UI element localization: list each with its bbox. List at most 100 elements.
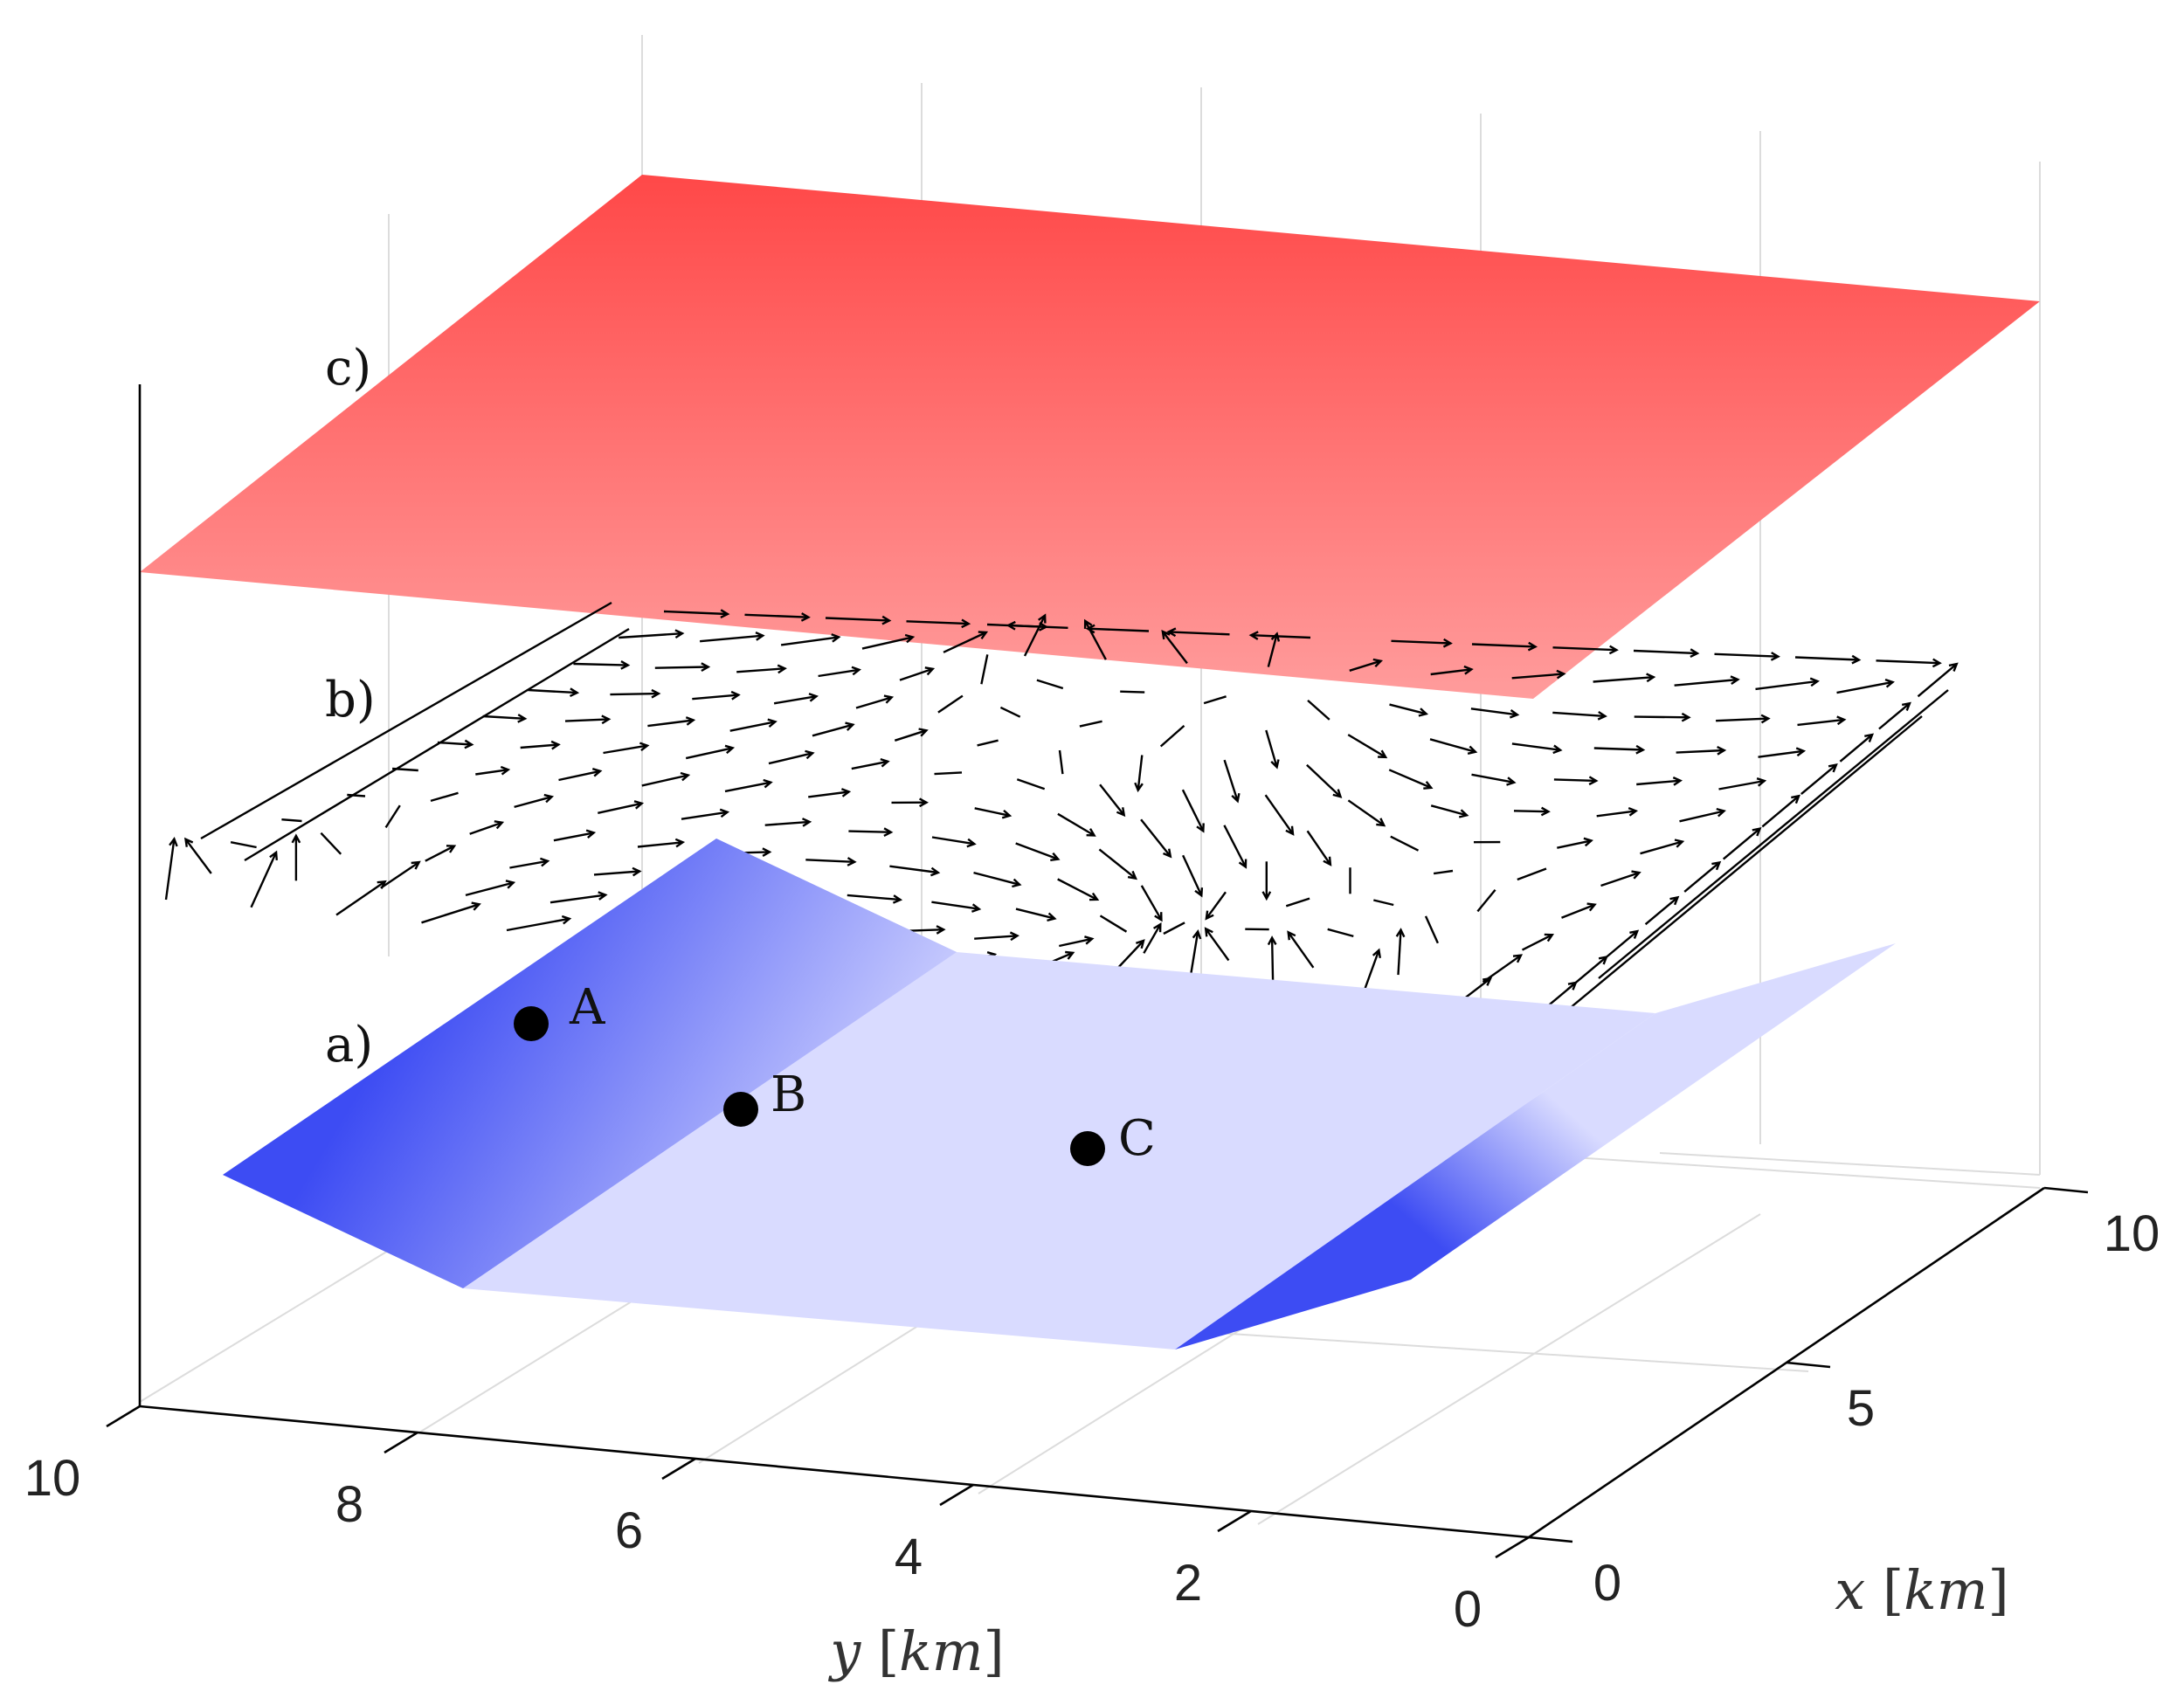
quiver-arrowhead-149 xyxy=(883,694,895,704)
quiver-arrowhead-106 xyxy=(1540,806,1551,817)
point-a-marker xyxy=(514,1006,549,1041)
quiver-arrowhead-66 xyxy=(494,820,505,830)
quiver-arrowhead-44 xyxy=(892,894,903,904)
quiver-arrowhead-176 xyxy=(1556,669,1566,680)
quiver-arrowhead-124 xyxy=(1506,777,1517,786)
layer-label-a: a) xyxy=(325,1017,373,1073)
quiver-arrowhead-182 xyxy=(1038,613,1047,624)
quiver-arrowhead-21 xyxy=(1287,930,1296,941)
quiver-arrow-137 xyxy=(1758,749,1804,758)
quiver-arrow-159 xyxy=(1389,703,1427,715)
quiver-arrowhead-97 xyxy=(840,788,852,797)
quiver-arrow-194 xyxy=(1391,639,1451,645)
quiver-arrow-35 xyxy=(1521,934,1553,951)
quiver-arrow-143 xyxy=(1265,729,1278,768)
quiver-arrowhead-190 xyxy=(1851,654,1862,665)
quiver-arrowhead-186 xyxy=(755,632,765,641)
y-axis-label: y [km] xyxy=(827,1619,1005,1683)
quiver-arrowhead-103 xyxy=(1791,794,1800,804)
quiver-arrow-165 xyxy=(899,667,934,681)
quiver-arrow-46 xyxy=(593,870,640,876)
quiver-arrow-145 xyxy=(1079,720,1102,728)
quiver-arrow-200 xyxy=(906,620,969,625)
quiver-arrowhead-128 xyxy=(1134,782,1144,793)
quiver-arrow-183 xyxy=(861,636,914,650)
quiver-edge-flow-3 xyxy=(1598,689,1949,979)
y-tick-label-8: 8 xyxy=(335,1476,363,1533)
quiver-arrow-102 xyxy=(1761,795,1800,828)
quiver-arrow-61 xyxy=(805,859,855,863)
quiver-arrow-96 xyxy=(808,790,849,798)
quiver-arrowhead-48 xyxy=(540,857,550,867)
quiver-arrow-64 xyxy=(553,832,594,842)
quiver-arrow-156 xyxy=(1634,715,1690,719)
quiver-arrow-51 xyxy=(1644,896,1679,926)
quiver-arrow-177 xyxy=(1349,659,1381,672)
quiver-arrow-161 xyxy=(1203,695,1227,705)
quiver-arrow-81 xyxy=(598,802,642,814)
quiver-arrowhead-65 xyxy=(585,829,597,839)
quiver-arrow-191 xyxy=(1633,649,1697,655)
quiver-arrowhead-13 xyxy=(561,915,572,925)
quiver-arrow-136 xyxy=(1839,734,1873,763)
quiver-arrowhead-110 xyxy=(1196,823,1205,833)
quiver-arrowhead-158 xyxy=(1597,710,1607,721)
quiver-arrowhead-140 xyxy=(1635,744,1646,755)
quiver-arrow-122 xyxy=(1553,778,1597,783)
quiver-arrowhead-139 xyxy=(1717,746,1727,756)
quiver-arrowhead-122 xyxy=(1672,777,1683,786)
quiver-arrow-89 xyxy=(1390,835,1420,852)
quiver-arrow-179 xyxy=(1161,631,1188,665)
quiver-arrow-76 xyxy=(1015,842,1059,860)
quiver-arrowhead-77 xyxy=(1050,852,1061,861)
surface-c xyxy=(140,175,2040,699)
quiver-arrow-127 xyxy=(1137,755,1144,790)
quiver-arrow-12 xyxy=(506,917,570,932)
quiver-arrow-155 xyxy=(1716,717,1769,722)
quiver-arrowhead-52 xyxy=(1669,895,1680,906)
quiver-arrowhead-105 xyxy=(1628,806,1639,817)
quiver-arrowhead-121 xyxy=(1756,777,1767,787)
quiver-arrow-56 xyxy=(1205,891,1227,920)
quiver-arrow-20 xyxy=(1287,931,1315,969)
quiver-arrowhead-36 xyxy=(1544,933,1555,942)
x-axis-ticks xyxy=(1528,1186,2089,1543)
quiver-arrow-52 xyxy=(1561,903,1595,919)
quiver-arrow-164 xyxy=(980,654,989,685)
layer-label-b: b) xyxy=(325,672,376,728)
quiver-arrow-178 xyxy=(1267,633,1278,667)
quiver-arrowhead-17 xyxy=(169,837,178,847)
quiver-arrow-169 xyxy=(573,662,628,666)
quiver-arrowhead-168 xyxy=(777,664,787,674)
quiver-arrow-125 xyxy=(1306,763,1342,798)
quiver-arrowhead-58 xyxy=(1154,912,1163,922)
quiver-arrowhead-91 xyxy=(1323,856,1332,866)
quiver-arrowhead-79 xyxy=(883,827,894,837)
quiver-arrowhead-18 xyxy=(1598,956,1608,965)
quiver-arrow-173 xyxy=(1674,678,1738,687)
quiver-arrowhead-35 xyxy=(1629,929,1640,939)
quiver-arrowhead-61 xyxy=(930,866,941,877)
quiver-arrow-79 xyxy=(764,820,810,826)
y-tick-label-10: 10 xyxy=(24,1450,81,1507)
quiver-arrow-41 xyxy=(1015,908,1055,920)
quiver-arrow-176 xyxy=(1430,668,1472,676)
quiver-arrow-99 xyxy=(558,770,601,782)
quiver-arrow-138 xyxy=(1676,749,1724,754)
y-tick-label-0: 0 xyxy=(1454,1581,1482,1638)
quiver-arrow-109 xyxy=(1181,789,1205,832)
quiver-arrowhead-197 xyxy=(1166,627,1177,638)
quiver-arrow-34 xyxy=(1606,930,1638,958)
quiver-arrow-148 xyxy=(855,696,893,709)
vector-field-b xyxy=(164,601,1959,1023)
quiver-arrow-92 xyxy=(1140,818,1171,858)
quiver-arrow-170 xyxy=(1917,663,1958,698)
quiver-arrow-150 xyxy=(692,694,739,701)
quiver-arrow-158 xyxy=(1470,708,1517,716)
quiver-arrow-129 xyxy=(977,739,999,747)
quiver-arrowhead-7 xyxy=(1065,950,1075,960)
quiver-arrowhead-200 xyxy=(1038,622,1049,632)
quiver-arrow-19 xyxy=(1397,929,1402,976)
quiver-arrowhead-126 xyxy=(1332,789,1343,798)
